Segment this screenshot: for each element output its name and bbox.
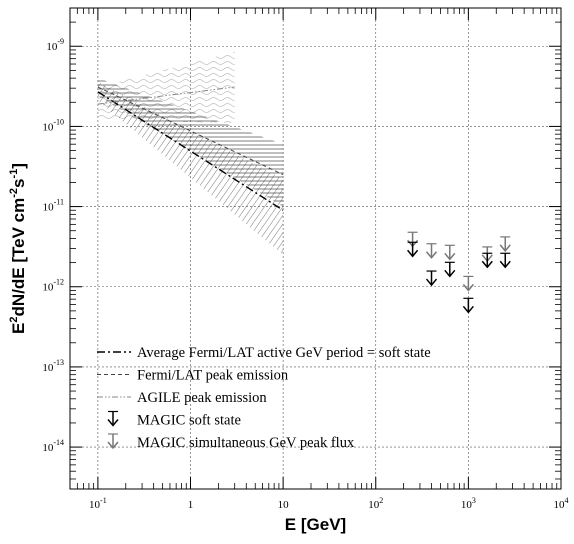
- y-tick-label-exp: -10: [53, 117, 64, 126]
- legend-label: MAGIC soft state: [137, 413, 241, 429]
- upper-limit-point: [444, 244, 456, 261]
- y-axis-label-end: ]: [9, 163, 28, 169]
- y-tick-label-exp: -13: [53, 358, 64, 367]
- legend-label: Average Fermi/LAT active GeV period = so…: [137, 345, 431, 361]
- y-axis-label-sup2: 2: [8, 316, 20, 322]
- y-tick-label: 10-9: [46, 37, 64, 53]
- upper-limit-head: [499, 244, 511, 253]
- series-line-1: [97, 86, 284, 176]
- y-tick-label-exp: -9: [57, 37, 64, 46]
- y-tick-label: 10-10: [42, 117, 64, 133]
- x-tick-label-base: 10: [368, 499, 380, 511]
- y-axis-label-sup-2: -2: [8, 188, 20, 198]
- x-tick-label-base: 1: [188, 499, 194, 511]
- upper-limit-point: [462, 297, 474, 314]
- upper-limit-head: [107, 419, 119, 427]
- upper-limit-head: [499, 260, 511, 269]
- upper-limit-head: [462, 305, 474, 314]
- legend: Average Fermi/LAT active GeV period = so…: [97, 345, 431, 451]
- upper-limit-head: [444, 252, 456, 261]
- y-tick-label: 10-11: [43, 198, 64, 214]
- y-tick-label-base: 10: [42, 282, 54, 294]
- upper-limit-head: [107, 441, 119, 450]
- x-tick-label-exp: 2: [379, 496, 383, 505]
- upper-limit-head: [425, 251, 438, 259]
- legend-label: MAGIC simultaneous GeV peak flux: [137, 435, 355, 451]
- y-axis-label-mid: dN/dE [TeV cm: [9, 198, 28, 317]
- x-tick-label-exp: -1: [100, 496, 107, 505]
- upper-limit-point: [499, 252, 511, 269]
- x-tick-label: 104: [554, 496, 569, 511]
- x-tick-label: 103: [461, 496, 476, 511]
- legend-marker: [107, 433, 119, 450]
- y-tick-label: 10-14: [42, 438, 64, 454]
- y-tick-label-base: 10: [42, 362, 54, 374]
- legend-label: Fermi/LAT peak emission: [137, 368, 289, 384]
- x-tick-label: 1: [188, 499, 194, 511]
- series-line-2: [97, 86, 235, 105]
- upper-limit-markers: [407, 231, 511, 314]
- legend-label: AGILE peak emission: [137, 390, 267, 406]
- x-tick-label-exp: 4: [565, 496, 569, 505]
- tick-labels: 10-1 1 10 102 103 10410-1410-1310-1210-1110-1…: [42, 37, 568, 511]
- y-axis-label-e: E: [9, 323, 28, 334]
- legend-marker: [107, 410, 119, 427]
- x-tick-label-base: 10: [554, 499, 566, 511]
- y-axis-label: E2dN/dE [TeV cm-2s-1]: [8, 163, 28, 334]
- upper-limit-head: [481, 260, 493, 269]
- upper-limit-head: [444, 269, 456, 278]
- y-tick-label-exp: -11: [54, 198, 64, 207]
- upper-limit-point: [425, 243, 438, 259]
- y-tick-label-exp: -14: [53, 438, 64, 447]
- x-tick-label: 10: [278, 499, 290, 511]
- y-tick-label-exp: -12: [53, 278, 64, 287]
- x-tick-label: 10-1: [89, 496, 107, 511]
- band-0: [97, 81, 284, 255]
- y-tick-label-base: 10: [43, 202, 55, 214]
- x-tick-label-base: 10: [89, 499, 101, 511]
- x-tick-label-exp: 3: [472, 496, 476, 505]
- x-tick-label-base: 10: [278, 499, 290, 511]
- series-line-0: [97, 91, 284, 211]
- y-axis-label-s: s: [9, 179, 28, 188]
- spectral-lines: [97, 86, 284, 211]
- upper-limit-point: [462, 275, 474, 292]
- upper-limit-point: [407, 241, 419, 258]
- upper-limit-head: [462, 283, 474, 292]
- x-tick-label-base: 10: [461, 499, 473, 511]
- x-tick-label: 102: [368, 496, 383, 511]
- y-tick-label: 10-12: [42, 278, 64, 294]
- upper-limit-head: [407, 249, 419, 258]
- confidence-bands: [97, 51, 284, 255]
- axis-ticks: [69, 8, 562, 490]
- upper-limit-point: [499, 236, 511, 253]
- y-tick-label-base: 10: [42, 442, 54, 454]
- y-tick-label: 10-13: [42, 358, 64, 374]
- upper-limit-point: [444, 261, 456, 278]
- upper-limit-point: [481, 252, 493, 269]
- upper-limit-head: [425, 278, 438, 287]
- y-tick-label-base: 10: [46, 41, 58, 53]
- upper-limit-point: [425, 270, 438, 287]
- y-tick-label-base: 10: [42, 121, 54, 133]
- x-axis-label: E [GeV]: [285, 515, 346, 534]
- y-axis-label-sup-1: -1: [8, 169, 20, 179]
